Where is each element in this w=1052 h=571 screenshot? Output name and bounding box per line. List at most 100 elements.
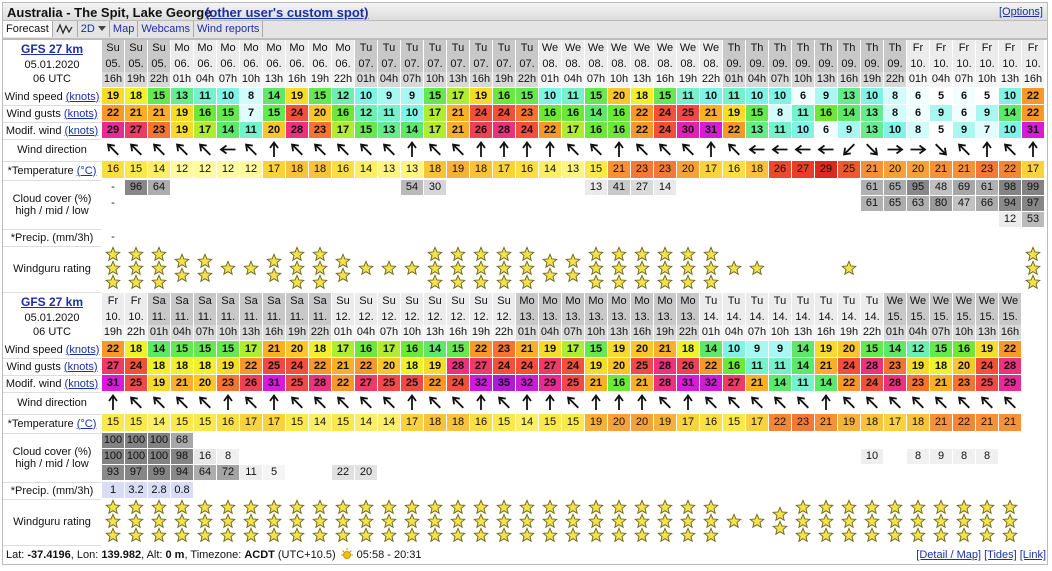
tab[interactable]: Webcams [138,21,195,37]
day-cell: Tu [815,293,837,309]
tab[interactable]: Wind reports [194,21,264,37]
wind-cell: 15 [746,105,768,121]
arrow-cell [129,143,142,156]
wind-cell: 19 [585,358,607,374]
arrow-cell [476,393,486,410]
model-link[interactable]: GFS 27 km [20,295,84,309]
wind-cell: 17 [562,122,584,138]
options-link[interactable]: [Options] [998,6,1043,18]
wind-arrow [428,396,441,409]
graph-icon[interactable] [53,21,78,37]
wind-cell: 15 [217,105,239,121]
rating-cell [815,246,837,291]
rating-star [703,513,719,529]
unit-link[interactable]: (knots) [64,377,99,390]
arrow-cell [382,143,395,156]
wind-cell: 16 [608,122,630,138]
tab[interactable]: Forecast [3,21,53,37]
wind-cell: 24 [861,375,883,391]
wind-cell: 20 [608,88,630,104]
temp-cell: 19 [838,414,860,431]
arrow-cell [313,143,326,156]
footer-link[interactable]: [Link] [1019,549,1046,561]
wind-cell: 10 [769,88,791,104]
wind-cell: 21 [700,105,722,121]
unit-link[interactable]: (knots) [63,107,98,120]
wind-arrow [269,393,279,410]
hour-cell: 13h [424,325,446,340]
date-cell: 09. [792,56,814,72]
tab[interactable]: 2D [78,21,110,37]
cloud-cell: 64 [194,465,216,480]
custom-spot-link[interactable]: (other user's custom spot) [205,5,369,20]
rating-star [266,513,282,529]
rating-cell [381,260,397,276]
day-cell: Tu [401,40,423,56]
wind-cell: 21 [654,341,676,357]
hour-cell: 07h [378,325,400,340]
sun-icon [340,548,353,559]
wind-cell: 25 [677,105,699,121]
date-cell: 12. [424,309,446,325]
rating-cell [404,260,420,276]
rating-star [312,499,328,515]
temp-cell: 21 [930,414,952,431]
wind-cell: 23 [907,375,929,391]
wind-cell: 18 [148,358,170,374]
arrow-cell [934,396,947,409]
unit-link[interactable]: (knots) [64,124,99,137]
rating-cell [1002,499,1018,543]
rating-star [565,513,581,529]
hour-cell: 13h [240,325,262,340]
footer-link[interactable]: [Detail / Map] [916,549,982,561]
unit-link[interactable]: (knots) [63,360,98,373]
label-line: *Temperature (°C) [8,418,97,430]
rating-cell [427,499,443,543]
row-label: Wind direction [3,392,101,415]
day-cell: Tu [861,293,883,309]
wind-cell: 19 [102,88,124,104]
arrow-cell [658,396,671,409]
wind-cell: 31 [263,375,285,391]
rating-star [220,527,236,543]
arrow-cell [794,144,811,155]
unit-link[interactable]: (°C) [76,164,97,177]
wind-arrow [382,396,395,409]
wind-cell: 18 [309,341,331,357]
unit-link[interactable]: (knots) [65,90,100,103]
rating-cell [335,253,351,283]
day-cell: Mo [585,293,607,309]
tab[interactable]: Map [110,21,139,37]
day-cell: Mo [240,40,262,56]
wind-cell: 15 [585,88,607,104]
wind-cell: 21 [516,341,538,357]
unit-link[interactable]: (knots) [65,343,100,356]
arrow-cell [175,396,188,409]
arrow-cell [219,144,236,155]
model-link[interactable]: GFS 27 km [20,42,84,56]
footer-text: , Timezone: [184,549,242,561]
rating-star [289,513,305,529]
row-label: *Precip. (mm/3h) [3,482,101,500]
date-cell: 11. [148,309,170,325]
hour-cell: 19h [125,72,147,87]
label-line: Wind direction [17,397,87,409]
unit-link[interactable]: (°C) [76,417,97,430]
wave-icon [56,23,73,35]
footer-link[interactable]: [Tides] [984,549,1017,561]
cloud-cell: 61 [861,196,883,211]
wind-cell: 15 [654,88,676,104]
rating-star [335,527,351,543]
rating-star [749,513,765,529]
wind-arrow [290,396,303,409]
day-cell: Fr [999,40,1021,56]
wind-cell: 14 [884,341,906,357]
label-text: *Precip. (mm/3h) [10,484,94,497]
row-label: Wind direction [3,139,101,162]
day-cell: We [884,293,906,309]
day-cell: Sa [240,293,262,309]
rating-cell [335,499,351,543]
date-cell: 13. [539,309,561,325]
row-label: *Precip. (mm/3h) [3,229,101,247]
hour-cell: 01h [700,325,722,340]
